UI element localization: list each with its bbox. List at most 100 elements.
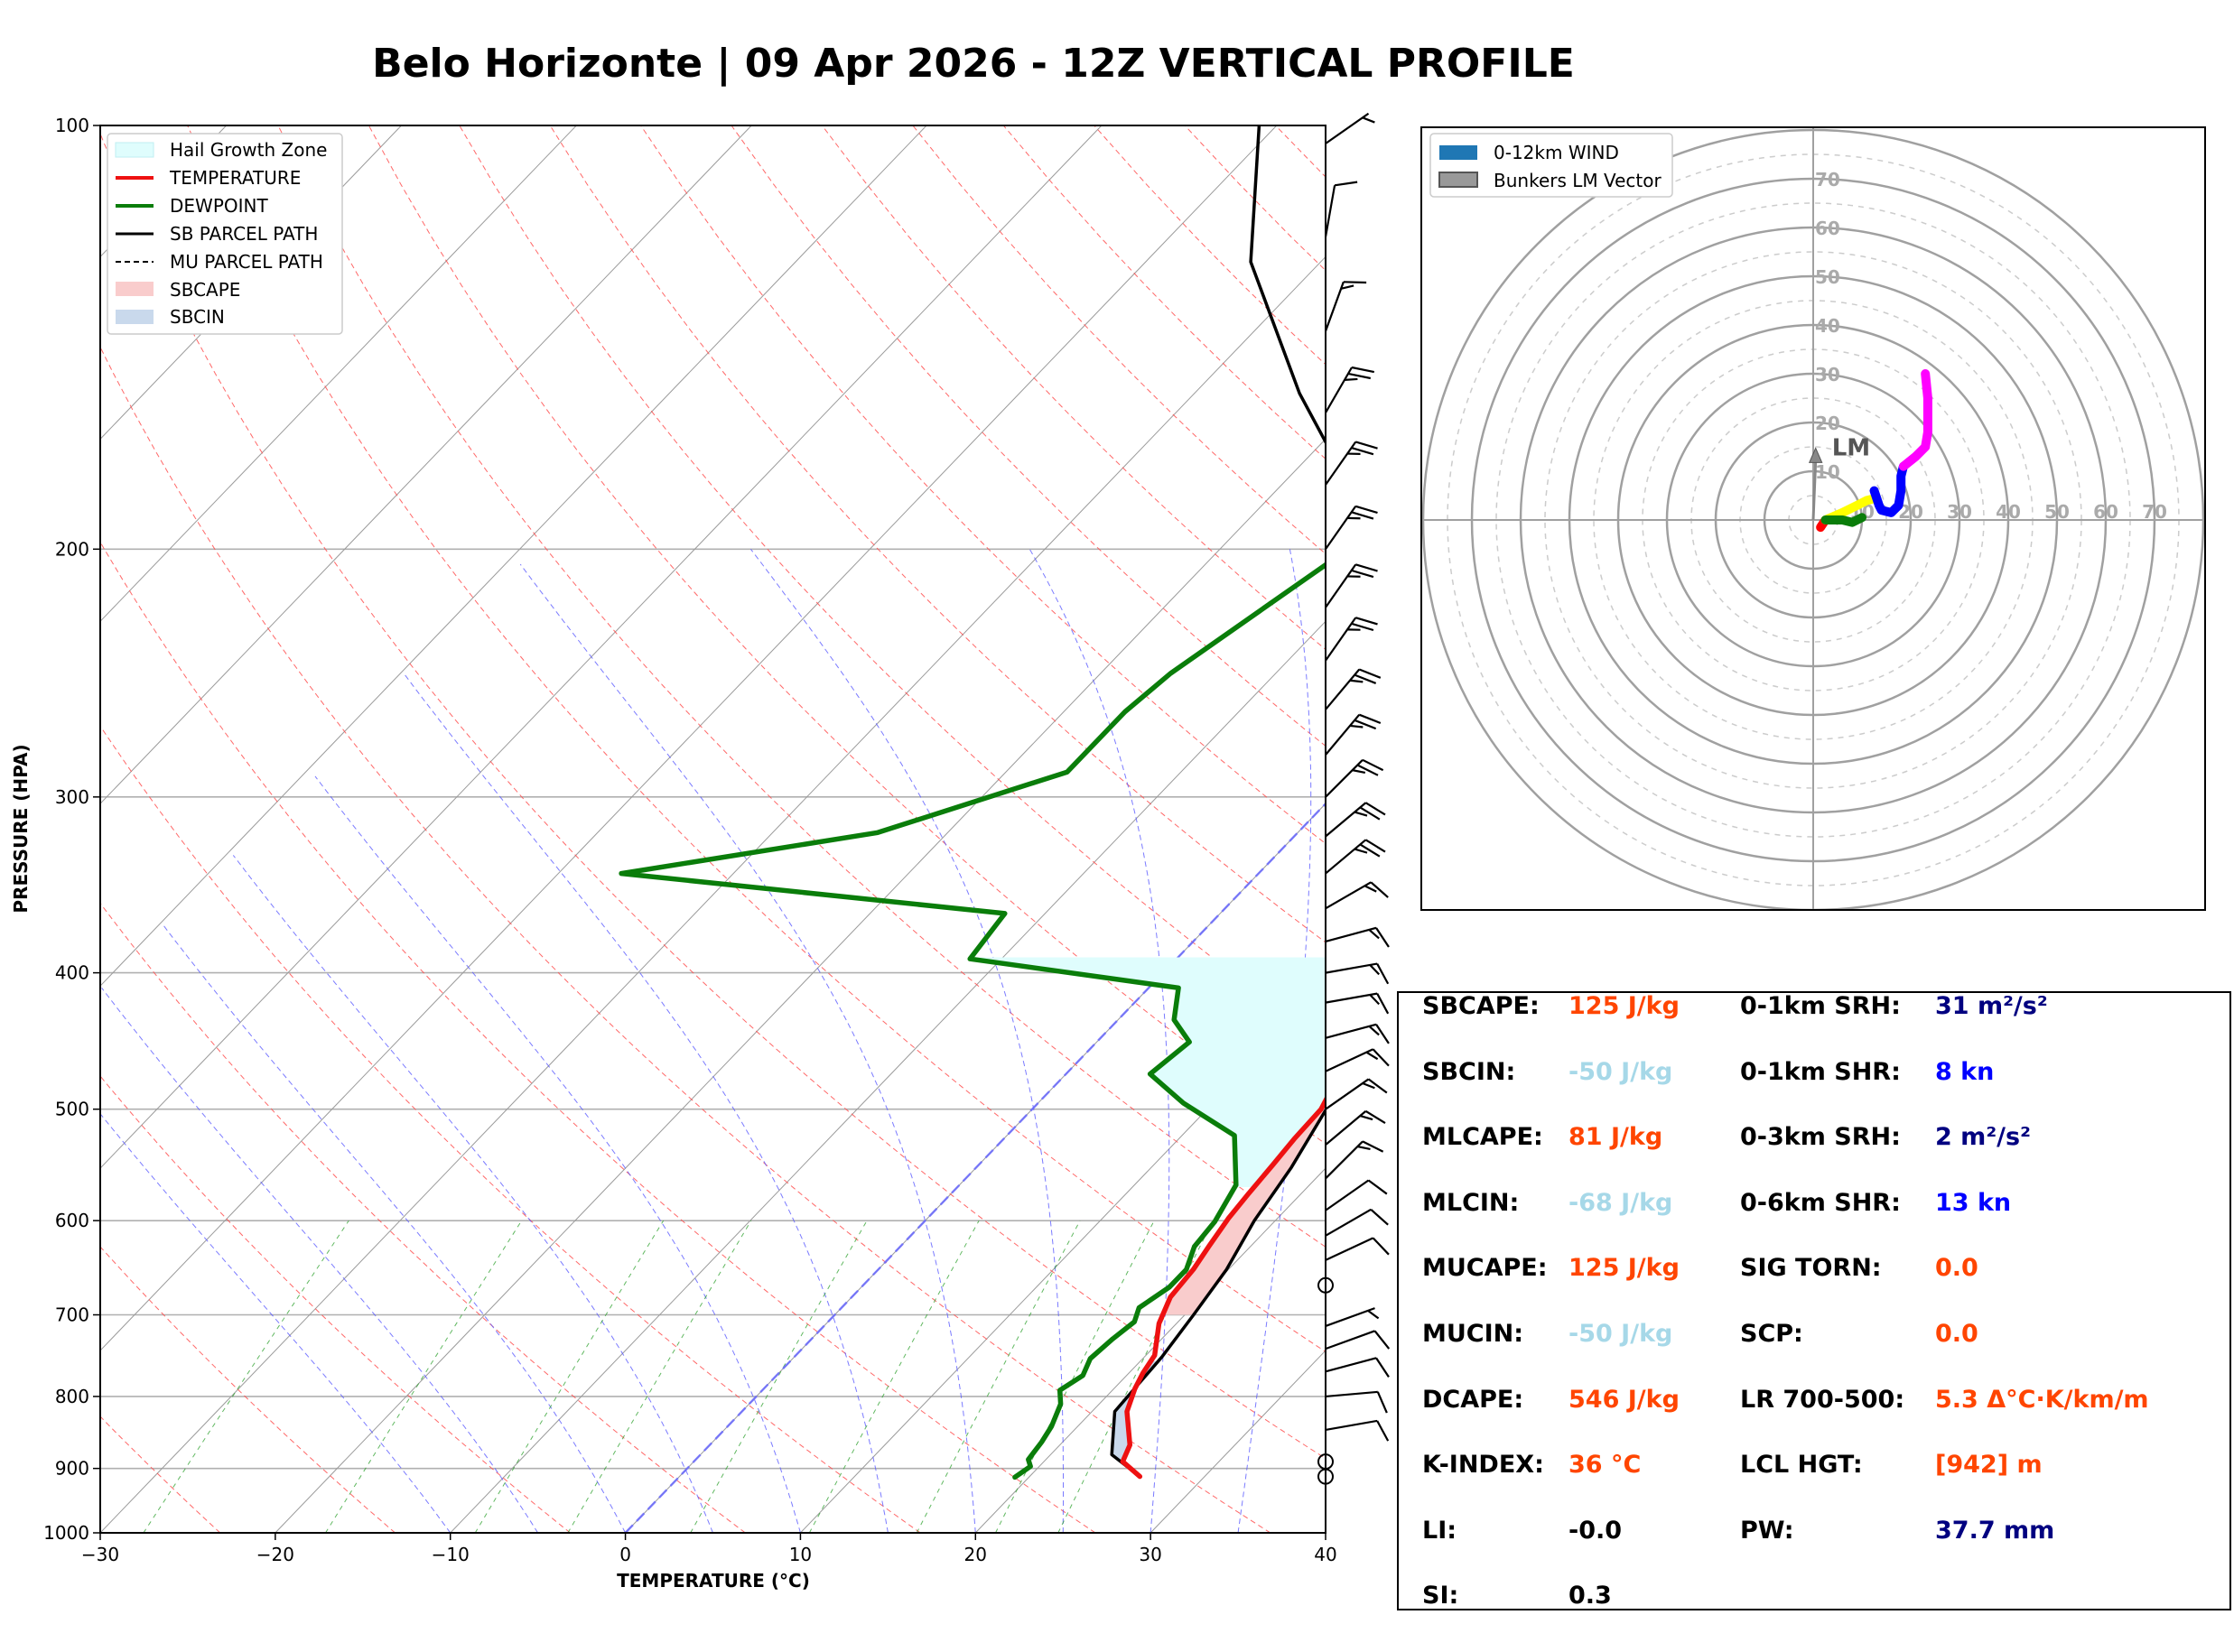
dry-adiabat (100, 132, 1326, 1460)
barb-shaft (1325, 1208, 1372, 1237)
index-label: LR 700-500: (1740, 1385, 1905, 1414)
barb-shaft (1325, 1048, 1374, 1072)
barb-feather (1351, 569, 1374, 579)
barb-shaft (1325, 1023, 1377, 1039)
hodograph-ring-label: 20 (1815, 413, 1840, 434)
wind-barb (1325, 926, 1390, 948)
mixing-ratio-line (567, 1220, 752, 1533)
legend-label-temperature: TEMPERATURE (169, 167, 301, 189)
mixing-ratio-line (916, 1220, 1081, 1533)
barb-shaft (1325, 1179, 1370, 1211)
index-value: -0.0 (1568, 1516, 1623, 1545)
barb-shaft (1325, 1330, 1375, 1350)
index-label: MLCAPE: (1422, 1123, 1543, 1152)
index-value: 31 m²/s² (1935, 992, 2048, 1020)
moist-adiabat (519, 563, 976, 1533)
wind-barb (1325, 802, 1386, 838)
index-value: -50 J/kg (1568, 1320, 1673, 1348)
index-label: K-INDEX: (1422, 1451, 1544, 1480)
dry-adiabat (187, 125, 1326, 1352)
sb-parcel-line (1110, 125, 1326, 1479)
barb-feather (1349, 724, 1364, 729)
barb-feather (1375, 927, 1390, 948)
barb-shaft (1325, 563, 1357, 608)
barb-shaft (1325, 668, 1361, 710)
wind-barb (1325, 1357, 1390, 1378)
index-value: 37.7 mm (1935, 1516, 2055, 1545)
barb-feather (1354, 719, 1377, 730)
sbcape-area (1162, 1109, 1326, 1315)
wind-barb (1325, 1179, 1388, 1211)
legend-label-bunkers: Bunkers LM Vector (1494, 170, 1662, 191)
y-tick-label: 100 (55, 115, 89, 136)
hodograph-ring-label: 60 (1815, 218, 1840, 239)
isotherm (100, 125, 402, 441)
barb-feather (1357, 1145, 1371, 1150)
mixing-ratio-line (808, 1220, 980, 1533)
dry-adiabat (100, 1415, 221, 1533)
barb-feather (1362, 1081, 1375, 1090)
barb-feather (1375, 1357, 1390, 1378)
barb-shaft (1325, 713, 1361, 756)
barb-feather (1368, 929, 1380, 940)
barb-feather (1370, 1209, 1389, 1226)
skewt-legend: Hail Growth Zone TEMPERATURE DEWPOINT SB… (107, 133, 343, 335)
barb-feather (1359, 1114, 1373, 1121)
barb-shaft (1324, 281, 1345, 332)
dry-adiabat (368, 125, 1326, 1145)
barb-feather (1362, 116, 1375, 124)
barb-feather (1375, 1024, 1390, 1044)
index-label: SBCIN: (1422, 1057, 1516, 1086)
barb-feather (1344, 377, 1358, 381)
barb-shaft (1325, 926, 1377, 942)
barb-shaft (1325, 506, 1357, 550)
skewt-profiles (619, 125, 1326, 1480)
hail-growth-zone (971, 957, 1326, 1187)
wind-barb (1325, 617, 1378, 662)
wind-barb (1325, 1023, 1390, 1044)
y-tick-label: 600 (55, 1210, 89, 1231)
barb-shaft (1325, 1110, 1367, 1146)
wind-barb (1324, 181, 1358, 237)
barb-shaft (1325, 1140, 1364, 1180)
hodograph-ring-label: 30 (1815, 364, 1840, 385)
barb-feather (1376, 963, 1390, 985)
legend-label-hail: Hail Growth Zone (170, 139, 327, 161)
skewt-axis-ticks: −30 −20 −10 0 10 20 30 40 1000 900 800 700 600 500 400… (43, 115, 1337, 1565)
hodograph-segment (1898, 369, 1932, 471)
barb-feather (1359, 843, 1381, 858)
barb-feather (1369, 964, 1380, 976)
barb-feather (1369, 994, 1380, 1006)
barb-feather (1359, 806, 1381, 821)
index-value: -68 J/kg (1568, 1188, 1673, 1217)
dry-adiabat (100, 902, 746, 1533)
sbcin-area (1112, 1360, 1159, 1476)
index-value: 125 J/kg (1568, 992, 1680, 1020)
barb-feather (1351, 511, 1374, 520)
temperature-line (1120, 1095, 1326, 1480)
barb-feather (1354, 811, 1368, 817)
calm-wind-circle (1317, 1453, 1334, 1471)
legend-label-wind: 0-12km WIND (1494, 142, 1619, 163)
hodograph-trace: LM (1808, 369, 1932, 533)
legend-swatch-hail (115, 142, 154, 158)
legend-label-sb-parcel: SB PARCEL PATH (170, 223, 318, 245)
barb-feather (1351, 622, 1374, 632)
isotherm (100, 125, 228, 258)
moist-adiabat (163, 924, 627, 1533)
wind-barbs (1317, 112, 1391, 1485)
wind-barb (1325, 758, 1384, 798)
barb-feather (1364, 839, 1386, 853)
wind-barb (1325, 992, 1390, 1015)
isotherm (100, 125, 927, 987)
barb-feather (1354, 673, 1377, 684)
skewt-background-lines (100, 125, 1326, 1533)
barb-shaft (1325, 441, 1357, 486)
legend-swatch-wind (1439, 145, 1477, 160)
y-tick-label: 1000 (43, 1522, 89, 1544)
barb-feather (1370, 881, 1389, 898)
y-tick-label: 800 (55, 1386, 89, 1407)
index-value: 13 kn (1935, 1188, 2012, 1217)
